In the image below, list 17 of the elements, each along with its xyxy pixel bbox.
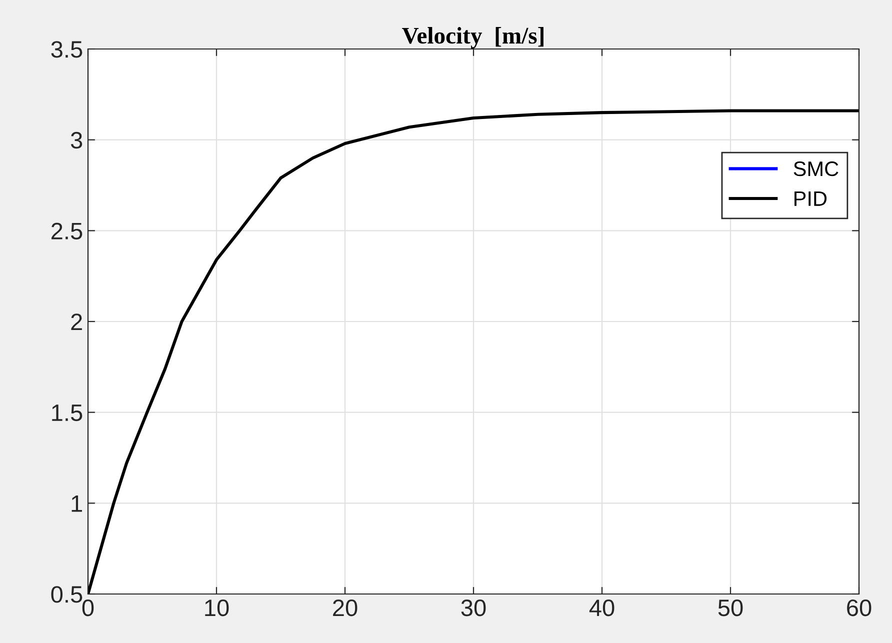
- x-tick-label: 60: [847, 599, 872, 616]
- y-tick-label: 2.5: [52, 222, 82, 240]
- legend-label: PID: [794, 191, 827, 206]
- x-tick-label: 50: [718, 599, 743, 616]
- x-tick-label: 0: [82, 599, 94, 616]
- x-tick-label: 30: [461, 599, 486, 616]
- y-tick-label: 1.5: [52, 404, 82, 422]
- y-tick-label: 1: [72, 495, 82, 512]
- x-tick-label: 10: [205, 599, 229, 616]
- x-tick-label: 40: [589, 599, 614, 616]
- y-tick-label: 2: [71, 314, 82, 330]
- legend-label: SMC: [794, 161, 838, 176]
- chart-title: Velocity [m/s]: [402, 27, 544, 49]
- y-tick-label: 3.5: [51, 41, 82, 58]
- y-tick-label: 3: [70, 132, 82, 149]
- x-tick-label: 20: [333, 599, 358, 616]
- y-tick-label: 0.5: [51, 586, 82, 603]
